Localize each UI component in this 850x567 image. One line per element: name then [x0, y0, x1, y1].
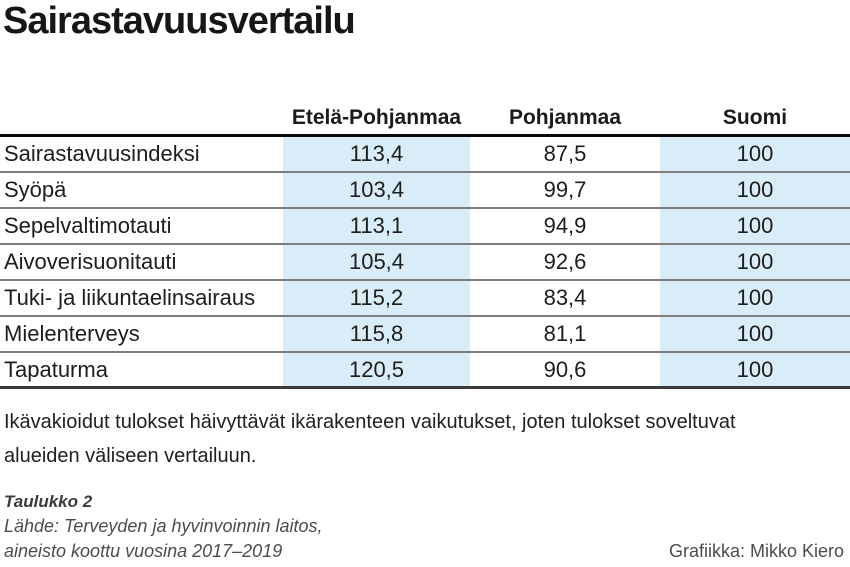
cell-suomi: 100	[660, 353, 850, 386]
header-spacer	[0, 104, 283, 134]
cell-etela-pohjanmaa: 103,4	[283, 173, 470, 207]
cell-etela-pohjanmaa: 113,1	[283, 209, 470, 243]
cell-pohjanmaa: 90,6	[543, 356, 587, 382]
source-line-2: aineisto koottu vuosina 2017–2019	[4, 541, 283, 561]
column-header-pohjanmaa: Pohjanmaa	[508, 106, 622, 129]
row-label: Sairastavuusindeksi	[4, 141, 200, 166]
column-header-suomi: Suomi	[722, 106, 788, 129]
source-block: Taulukko 2 Lähde: Terveyden ja hyvinvoin…	[4, 489, 323, 564]
cell-etela-pohjanmaa: 115,2	[283, 281, 470, 315]
cell-suomi: 100	[660, 281, 850, 315]
cell-pohjanmaa: 81,1	[543, 321, 587, 346]
cell-suomi: 100	[660, 173, 850, 207]
cell-pohjanmaa: 92,6	[543, 249, 587, 274]
page-title: Sairastavuusvertailu	[3, 0, 356, 42]
cell-etela-pohjanmaa: 120,5	[283, 353, 470, 386]
source-line-1: Lähde: Terveyden ja hyvinvoinnin laitos,	[4, 516, 323, 536]
row-label: Syöpä	[4, 177, 67, 202]
graphics-credit: Grafiikka: Mikko Kiero	[668, 541, 844, 561]
cell-suomi: 100	[660, 137, 850, 171]
row-label: Tapaturma	[4, 356, 108, 382]
table-row: Aivoverisuonitauti 105,4 92,6 100	[0, 245, 850, 281]
cell-pohjanmaa: 99,7	[543, 177, 587, 202]
cell-suomi: 100	[660, 245, 850, 279]
cell-etela-pohjanmaa: 105,4	[283, 245, 470, 279]
cell-etela-pohjanmaa: 113,4	[283, 137, 470, 171]
row-label: Tuki- ja liikuntaelinsairaus	[4, 285, 256, 310]
table-row: Syöpä 103,4 99,7 100	[0, 173, 850, 209]
column-header-etela-pohjanmaa: Etelä-Pohjanmaa	[291, 106, 462, 129]
cell-suomi: 100	[660, 317, 850, 351]
morbidity-table: Etelä-Pohjanmaa Pohjanmaa Suomi Sairasta…	[0, 104, 850, 389]
explanatory-note: Ikävakioidut tulokset häivyttävät ikärak…	[4, 411, 736, 467]
row-label: Mielenterveys	[4, 321, 140, 346]
table-row: Tapaturma 120,5 90,6 100	[0, 353, 850, 389]
cell-pohjanmaa: 87,5	[543, 141, 587, 166]
cell-pohjanmaa: 94,9	[543, 213, 587, 238]
cell-suomi: 100	[660, 209, 850, 243]
table-row: Sairastavuusindeksi 113,4 87,5 100	[0, 137, 850, 173]
row-label: Aivoverisuonitauti	[4, 249, 177, 274]
cell-pohjanmaa: 83,4	[543, 285, 587, 310]
table-header-row: Etelä-Pohjanmaa Pohjanmaa Suomi	[0, 104, 850, 137]
table-reference: Taulukko 2	[4, 492, 93, 511]
cell-etela-pohjanmaa: 115,8	[283, 317, 470, 351]
table-row: Mielenterveys 115,8 81,1 100	[0, 317, 850, 353]
row-label: Sepelvaltimotauti	[4, 213, 172, 238]
table-row: Sepelvaltimotauti 113,1 94,9 100	[0, 209, 850, 245]
table-row: Tuki- ja liikuntaelinsairaus 115,2 83,4 …	[0, 281, 850, 317]
